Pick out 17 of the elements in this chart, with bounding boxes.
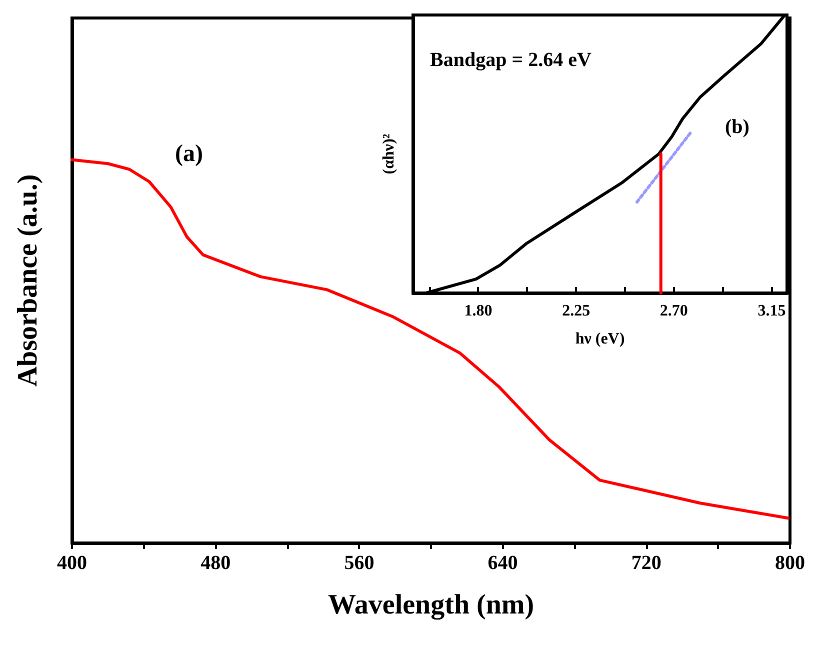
x-tick-label: 2.25 <box>562 302 590 320</box>
x-tick-label: 480 <box>200 552 231 574</box>
annotation: Bandgap = 2.64 eV <box>430 49 592 71</box>
x-tick-label: 400 <box>57 552 87 574</box>
x-axis-title: hν (eV) <box>575 330 625 348</box>
x-tick-label: 720 <box>631 552 662 574</box>
annotation: (b) <box>725 116 750 138</box>
x-tick-label: 640 <box>488 552 518 574</box>
y-axis-title: (αhν)² <box>380 134 398 174</box>
annotation: (a) <box>175 141 203 167</box>
x-axis-title: Wavelength (nm) <box>328 590 534 620</box>
x-tick-label: 800 <box>775 552 805 574</box>
x-tick-label: 560 <box>344 552 374 574</box>
y-axis-title: Absorbance (a.u.) <box>12 174 44 387</box>
x-tick-label: 3.15 <box>758 302 786 320</box>
x-tick-label: 2.70 <box>660 302 688 320</box>
x-tick-label: 1.80 <box>464 302 492 320</box>
